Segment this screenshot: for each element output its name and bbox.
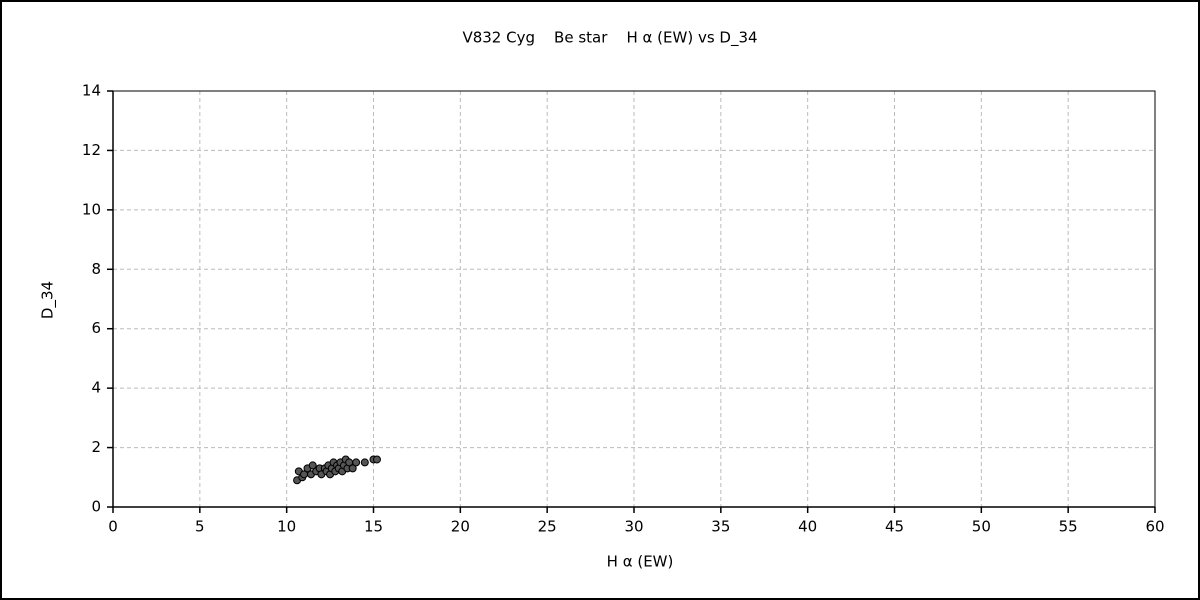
x-tick-label: 40 <box>798 518 817 536</box>
point <box>308 461 317 470</box>
y-tick-label: 8 <box>91 260 101 278</box>
y-tick-label: 6 <box>91 319 101 337</box>
point <box>348 464 357 473</box>
point <box>352 458 361 467</box>
x-tick-label: 45 <box>885 518 904 536</box>
y-tick-label: 2 <box>91 438 101 456</box>
x-tick-label: 25 <box>538 518 557 536</box>
x-tick-label: 0 <box>108 518 118 536</box>
x-tick-label: 35 <box>711 518 730 536</box>
chart-title: V832 Cyg Be star H α (EW) vs D_34 <box>462 29 757 48</box>
y-tick-label: 12 <box>82 141 101 159</box>
x-tick-label: 60 <box>1145 518 1164 536</box>
y-tick-label: 14 <box>82 82 101 100</box>
y-axis-label: D_34 <box>39 281 58 319</box>
x-tick-label: 50 <box>972 518 991 536</box>
x-tick-label: 30 <box>624 518 643 536</box>
x-tick-label: 5 <box>195 518 205 536</box>
x-axis-label: H α (EW) <box>607 553 674 571</box>
point <box>372 455 381 464</box>
x-tick-label: 10 <box>277 518 296 536</box>
x-tick-label: 55 <box>1059 518 1078 536</box>
y-tick-label: 10 <box>82 200 101 218</box>
x-tick-label: 15 <box>364 518 383 536</box>
point <box>360 458 369 467</box>
y-tick-label: 4 <box>91 379 101 397</box>
x-tick-label: 20 <box>451 518 470 536</box>
y-tick-label: 0 <box>91 498 101 516</box>
